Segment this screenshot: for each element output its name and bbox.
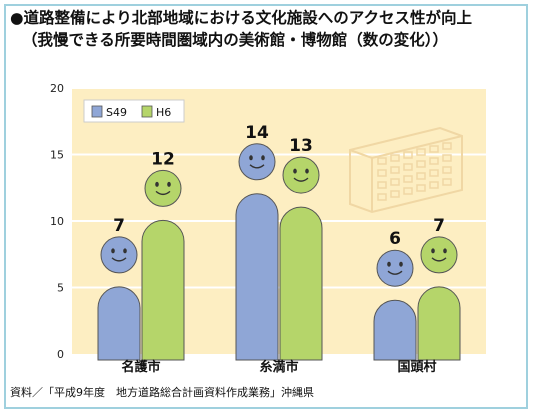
building-watermark-icon	[349, 126, 463, 214]
building-window	[429, 181, 439, 189]
building-window	[377, 157, 387, 165]
building-window	[390, 190, 400, 198]
source-note: 資料／「平成9年度 地方道路総合計画資料作成業務」沖縄県	[10, 386, 314, 399]
bar-H6-名護市	[141, 169, 185, 361]
smiley-mouth	[249, 164, 265, 169]
bar-body	[417, 286, 461, 361]
smiley-eye	[399, 261, 403, 267]
building-window	[416, 160, 426, 168]
building-window	[403, 151, 413, 159]
chart-title: ●道路整備により北部地域における文化施設へのアクセス性が向上	[10, 9, 472, 27]
bar-H6-糸満市	[279, 156, 323, 361]
x-axis: 名護市 糸満市 国頭村	[121, 359, 436, 375]
building-window	[442, 154, 452, 162]
y-tick-label: 20	[50, 82, 64, 95]
bar-body	[141, 219, 185, 361]
smiley-eye	[111, 248, 115, 254]
smiley-eye	[249, 155, 253, 161]
smiley-eye	[261, 155, 265, 161]
y-tick-label: 15	[50, 149, 64, 162]
smiley-mouth	[111, 257, 127, 262]
smiley-eye	[293, 168, 297, 174]
smiley-eye	[387, 261, 391, 267]
building-outline	[349, 126, 463, 214]
building-window	[442, 142, 452, 150]
smiley-head-icon	[420, 236, 458, 274]
legend-label: S49	[106, 106, 127, 119]
bar-body	[235, 193, 279, 361]
x-tick-label: 名護市	[121, 359, 160, 375]
smiley-head-icon	[100, 236, 138, 274]
data-label: 7	[433, 216, 445, 236]
bar-body	[373, 299, 417, 361]
x-tick-label: 国頭村	[397, 359, 436, 375]
legend-swatch	[91, 105, 103, 118]
bar-S49-名護市	[97, 236, 141, 361]
smiley-mouth	[155, 190, 171, 196]
data-label: 6	[389, 229, 401, 249]
building-window	[390, 154, 400, 162]
bar-S49-国頭村	[373, 249, 417, 361]
building-edge	[349, 135, 463, 212]
legend: S49 H6	[83, 99, 185, 123]
building-window	[403, 175, 413, 183]
legend-label: H6	[156, 106, 171, 119]
building-window	[442, 178, 452, 186]
smiley-eye	[155, 181, 159, 187]
building-window	[403, 163, 413, 171]
smiley-eye	[167, 181, 171, 187]
data-label: 7	[113, 216, 125, 236]
smiley-eye	[305, 168, 309, 174]
smiley-mouth	[431, 257, 447, 262]
x-tick-label: 糸満市	[259, 359, 298, 375]
building-window	[416, 172, 426, 180]
legend-swatch	[141, 105, 153, 118]
y-tick-label: 5	[57, 282, 64, 295]
smiley-eye	[431, 248, 435, 254]
data-label: 12	[151, 149, 175, 169]
building-window	[377, 193, 387, 201]
building-window	[442, 166, 452, 174]
bar-body	[97, 286, 141, 361]
building-window	[429, 145, 439, 153]
building-body	[349, 126, 463, 214]
building-window	[377, 169, 387, 177]
chart-subtitle: （我慢できる所要時間圏域内の美術館・博物館（数の変化））	[22, 31, 448, 49]
building-window	[390, 166, 400, 174]
y-axis: 0 5 10 15 20	[50, 82, 64, 361]
smiley-head-icon	[238, 143, 276, 181]
smiley-mouth	[293, 177, 309, 182]
smiley-mouth	[387, 270, 403, 275]
y-tick-label: 10	[50, 215, 64, 228]
smiley-head-icon	[282, 156, 320, 194]
building-window	[416, 184, 426, 192]
bar-S49-糸満市	[235, 143, 279, 361]
smiley-eye	[443, 248, 447, 254]
data-label: 13	[289, 136, 313, 156]
building-window	[403, 187, 413, 195]
smiley-head-icon	[144, 169, 182, 207]
smiley-eye	[123, 248, 127, 254]
building-window	[429, 169, 439, 177]
legend-box	[83, 99, 185, 123]
building-window	[390, 178, 400, 186]
bar-body	[279, 206, 323, 361]
y-tick-label: 0	[57, 348, 64, 361]
bars-group: 7 12 14 13 6 7	[97, 123, 461, 361]
building-window	[377, 181, 387, 189]
data-label: 14	[245, 123, 269, 143]
bar-H6-国頭村	[417, 236, 461, 361]
building-window	[416, 148, 426, 156]
smiley-head-icon	[376, 249, 414, 287]
building-window	[429, 157, 439, 165]
